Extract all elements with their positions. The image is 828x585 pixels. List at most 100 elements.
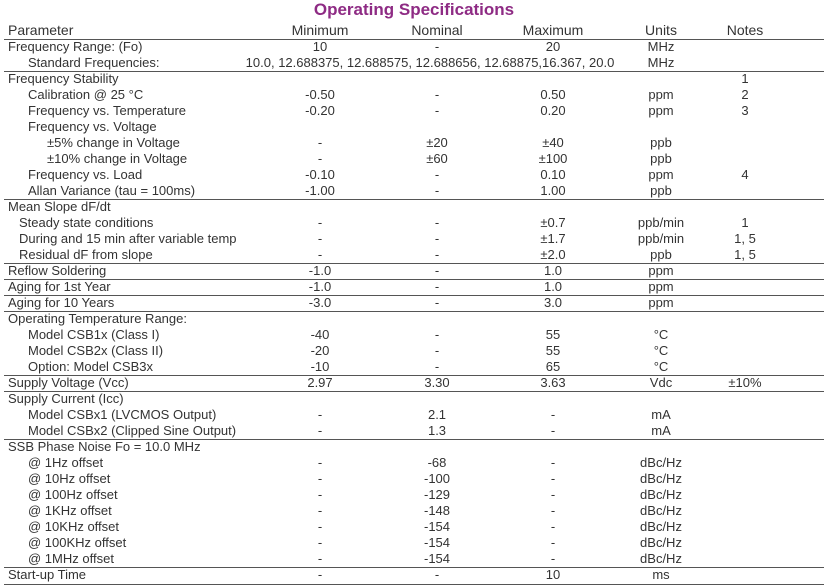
minimum-cell: -: [317, 407, 323, 422]
minimum-cell: 2.97: [307, 375, 333, 390]
minimum-cell: -: [317, 519, 323, 534]
maximum-cell: ±100: [538, 151, 568, 166]
separator: [4, 391, 824, 392]
notes-cell: 1, 5: [734, 231, 756, 246]
notes-cell: 1, 5: [734, 247, 756, 262]
minimum-cell: -0.50: [305, 87, 335, 102]
maximum-cell: -: [550, 487, 556, 502]
header-cell: Nominal: [411, 22, 463, 38]
minimum-cell: -20: [310, 343, 330, 358]
separator: [4, 311, 824, 312]
minimum-cell: -1.0: [308, 279, 332, 294]
minimum-cell: -: [317, 567, 323, 582]
maximum-cell: 1.0: [543, 279, 563, 294]
units-cell: MHz: [647, 55, 675, 70]
notes-cell: 1: [741, 215, 749, 230]
minimum-cell: -0.10: [305, 167, 335, 182]
parameter-cell: @ 10Hz offset: [28, 471, 111, 486]
notes-cell: 4: [741, 167, 749, 182]
nominal-cell: -: [434, 295, 440, 310]
units-cell: dBc/Hz: [640, 487, 682, 502]
minimum-cell: -: [317, 215, 323, 230]
units-cell: ppb: [650, 135, 672, 150]
units-cell: ppb: [650, 151, 672, 166]
parameter-cell: Option: Model CSB3x: [28, 359, 154, 374]
maximum-cell: -: [550, 551, 556, 566]
maximum-cell: 0.50: [540, 87, 566, 102]
nominal-cell: ±60: [426, 151, 448, 166]
nominal-cell: -100: [423, 471, 451, 486]
parameter-cell: Start-up Time: [8, 567, 87, 582]
separator: [4, 39, 824, 40]
maximum-cell: ±2.0: [540, 247, 566, 262]
nominal-cell: -: [434, 327, 440, 342]
units-cell: dBc/Hz: [640, 519, 682, 534]
values-cell: 10.0, 12.688375, 12.688575, 12.688656, 1…: [245, 55, 615, 70]
minimum-cell: -: [317, 503, 323, 518]
parameter-cell: Supply Voltage (Vcc): [8, 375, 129, 390]
minimum-cell: -3.0: [308, 295, 332, 310]
parameter-cell: Frequency vs. Voltage: [28, 119, 157, 134]
units-cell: mA: [651, 407, 671, 422]
maximum-cell: -: [550, 503, 556, 518]
units-cell: ppm: [648, 295, 674, 310]
units-cell: °C: [653, 327, 669, 342]
minimum-cell: -: [317, 423, 323, 438]
parameter-cell: Residual dF from slope: [19, 247, 153, 262]
maximum-cell: 0.20: [540, 103, 566, 118]
minimum-cell: -: [317, 231, 323, 246]
units-cell: dBc/Hz: [640, 535, 682, 550]
parameter-cell: Model CSBx1 (LVCMOS Output): [28, 407, 217, 422]
header-cell: Minimum: [291, 22, 349, 38]
nominal-cell: -154: [423, 535, 451, 550]
units-cell: ppb: [650, 247, 672, 262]
parameter-cell: @ 1Hz offset: [28, 455, 104, 470]
minimum-cell: 10: [312, 39, 328, 54]
parameter-cell: @ 10KHz offset: [28, 519, 119, 534]
units-cell: ppb/min: [637, 215, 685, 230]
units-cell: MHz: [647, 39, 675, 54]
maximum-cell: 3.0: [543, 295, 563, 310]
minimum-cell: -: [317, 551, 323, 566]
title: Operating Specifications: [313, 0, 515, 19]
nominal-cell: -154: [423, 519, 451, 534]
parameter-cell: Standard Frequencies:: [28, 55, 160, 70]
minimum-cell: -: [317, 247, 323, 262]
separator: [4, 295, 824, 296]
minimum-cell: -: [317, 471, 323, 486]
parameter-cell: Allan Variance (tau = 100ms): [28, 183, 196, 198]
parameter-cell: Calibration @ 25 °C: [28, 87, 144, 102]
maximum-cell: 0.10: [540, 167, 566, 182]
units-cell: dBc/Hz: [640, 471, 682, 486]
maximum-cell: 3.63: [540, 375, 566, 390]
parameter-cell: Model CSB2x (Class II): [28, 343, 164, 358]
nominal-cell: -: [434, 39, 440, 54]
notes-cell: 3: [741, 103, 749, 118]
parameter-cell: Reflow Soldering: [8, 263, 107, 278]
maximum-cell: 65: [545, 359, 561, 374]
maximum-cell: 10: [545, 567, 561, 582]
nominal-cell: -: [434, 359, 440, 374]
maximum-cell: -: [550, 455, 556, 470]
separator: [4, 263, 824, 264]
parameter-cell: Frequency Stability: [8, 71, 119, 86]
units-cell: ppb: [650, 183, 672, 198]
units-cell: ppb/min: [637, 231, 685, 246]
header-cell: Parameter: [8, 22, 74, 38]
parameter-cell: SSB Phase Noise Fo = 10.0 MHz: [8, 439, 201, 454]
minimum-cell: -10: [310, 359, 330, 374]
units-cell: °C: [653, 343, 669, 358]
parameter-cell: Steady state conditions: [19, 215, 154, 230]
notes-cell: 1: [741, 71, 749, 86]
maximum-cell: 1.00: [540, 183, 566, 198]
minimum-cell: -: [317, 487, 323, 502]
nominal-cell: -: [434, 343, 440, 358]
maximum-cell: 55: [545, 327, 561, 342]
nominal-cell: -154: [423, 551, 451, 566]
parameter-cell: ±10% change in Voltage: [47, 151, 188, 166]
header-cell: Notes: [726, 22, 764, 38]
parameter-cell: Operating Temperature Range:: [8, 311, 187, 326]
separator: [4, 279, 824, 280]
nominal-cell: -68: [427, 455, 447, 470]
